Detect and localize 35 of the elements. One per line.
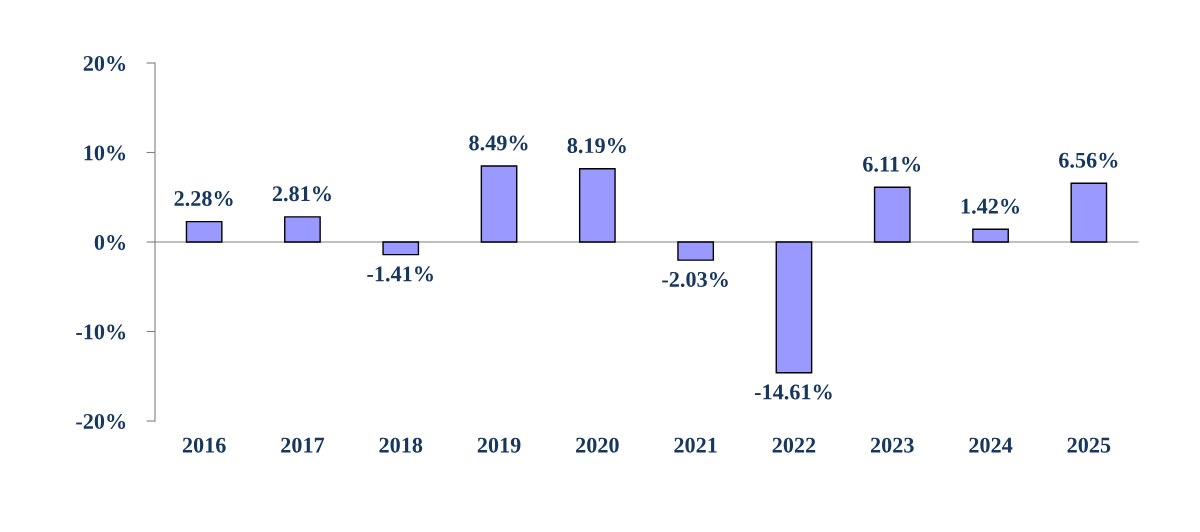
- y-tick-label: -10%: [76, 324, 126, 340]
- data-label: 2.28%: [174, 190, 233, 207]
- bar: [284, 216, 321, 243]
- data-label: 1.42%: [961, 198, 1020, 214]
- x-tick-label: 2022: [772, 437, 816, 453]
- x-tick-label: 2023: [870, 437, 914, 453]
- data-label: 2.81%: [272, 186, 331, 202]
- x-tick-label: 2019: [477, 437, 521, 453]
- y-tick-label: -20%: [76, 413, 126, 429]
- x-tick-label: 2017: [281, 437, 325, 453]
- x-tick-label: 2025: [1067, 437, 1111, 453]
- data-label: 8.49%: [469, 135, 528, 151]
- bar: [775, 241, 813, 374]
- data-label: -2.03%: [662, 271, 728, 288]
- y-tick-label: 0%: [94, 234, 126, 250]
- x-tick-label: 2020: [576, 437, 619, 453]
- y-tick-label: 20%: [83, 55, 126, 71]
- bar: [185, 220, 223, 243]
- bar: [578, 168, 616, 243]
- bar: [1070, 182, 1108, 243]
- bar: [873, 186, 911, 243]
- bar: [480, 165, 518, 243]
- bar: [677, 241, 715, 261]
- data-label: 6.11%: [863, 156, 921, 172]
- bar: [972, 228, 1009, 243]
- x-tick-label: 2018: [379, 437, 423, 453]
- data-label: -14.61%: [754, 384, 832, 400]
- data-label: -1.41%: [367, 266, 433, 282]
- data-label: 6.56%: [1059, 152, 1118, 168]
- x-tick-label: 2024: [969, 437, 1013, 453]
- bar: [382, 241, 420, 256]
- y-tick-label: 10%: [84, 145, 126, 161]
- data-label: 8.19%: [567, 138, 626, 154]
- x-tick-label: 2021: [674, 437, 717, 453]
- x-tick-label: 2016: [182, 437, 226, 453]
